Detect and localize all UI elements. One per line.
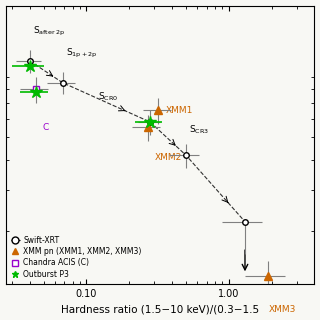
Text: XMM2: XMM2 xyxy=(155,153,182,162)
Text: XMM3: XMM3 xyxy=(268,305,296,314)
Legend: Swift-XRT, XMM pn (XMM1, XMM2, XMM3), Chandra ACIS (C), Outburst P3: Swift-XRT, XMM pn (XMM1, XMM2, XMM3), Ch… xyxy=(9,234,143,280)
Text: C: C xyxy=(43,123,49,132)
Text: S$_{\rm after\ 2p}$: S$_{\rm after\ 2p}$ xyxy=(33,25,66,38)
X-axis label: Hardness ratio (1.5−10 keV)/(0.3−1.5: Hardness ratio (1.5−10 keV)/(0.3−1.5 xyxy=(61,304,259,315)
Text: S$_{\rm 1p+2p}$: S$_{\rm 1p+2p}$ xyxy=(66,47,97,60)
Text: S$_{\rm CR0}$: S$_{\rm CR0}$ xyxy=(98,91,118,103)
Text: S$_{\rm CR3}$: S$_{\rm CR3}$ xyxy=(189,124,209,136)
Text: XMM1: XMM1 xyxy=(165,106,193,115)
